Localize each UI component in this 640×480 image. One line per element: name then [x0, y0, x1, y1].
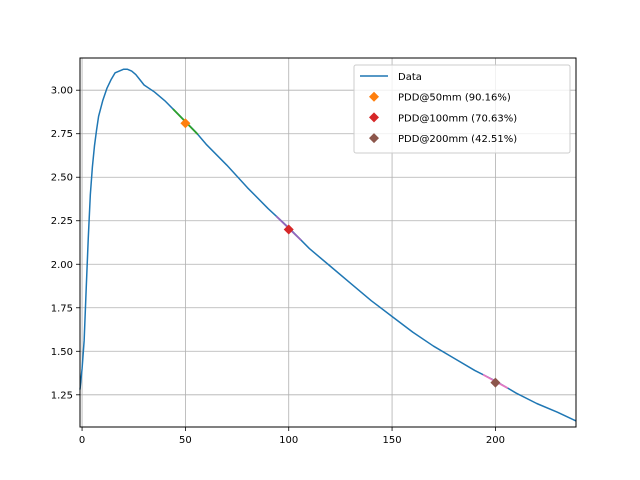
x-tick-label: 50: [179, 435, 192, 446]
legend-label: Data: [398, 72, 422, 83]
pdd-marker: [283, 224, 294, 235]
y-tick-label: 2.00: [51, 260, 73, 271]
legend-marker-swatch: [369, 112, 379, 123]
y-tick-label: 2.50: [51, 173, 73, 184]
y-tick-label: 2.25: [51, 216, 73, 227]
pdd-marker: [180, 118, 191, 129]
legend: Data PDD@50mm (90.16%) PDD@100mm (70.63%) P…: [353, 64, 571, 154]
y-tick-label: 2.75: [51, 129, 73, 140]
grid-lines: [80, 58, 576, 427]
y-tick-label: 1.25: [51, 390, 73, 401]
data-series-line: [79, 68, 577, 422]
y-tick-label: 1.75: [51, 303, 73, 314]
x-tick-label: 150: [383, 435, 402, 446]
x-tick-label: 100: [279, 435, 298, 446]
legend-marker-swatch: [369, 133, 379, 144]
y-axis-ticks: 1.25 1.50 1.75 2.00 2.25 2.50 2.75 3.00: [51, 86, 80, 401]
legend-marker-swatch: [369, 91, 379, 102]
y-tick-label: 1.50: [51, 347, 73, 358]
pdd-marker: [490, 377, 501, 388]
x-tick-label: 0: [79, 435, 85, 446]
legend-label: PDD@100mm (70.63%): [398, 113, 517, 124]
legend-label: PDD@50mm (90.16%): [398, 93, 511, 104]
y-tick-label: 3.00: [51, 86, 73, 97]
plot-series: [79, 68, 577, 422]
x-axis-ticks: 0 50 100 150 200: [79, 427, 505, 446]
legend-label: PDD@200mm (42.51%): [398, 134, 517, 145]
plot-frame: [79, 57, 577, 428]
legend-box: [353, 64, 571, 154]
x-tick-label: 200: [486, 435, 505, 446]
